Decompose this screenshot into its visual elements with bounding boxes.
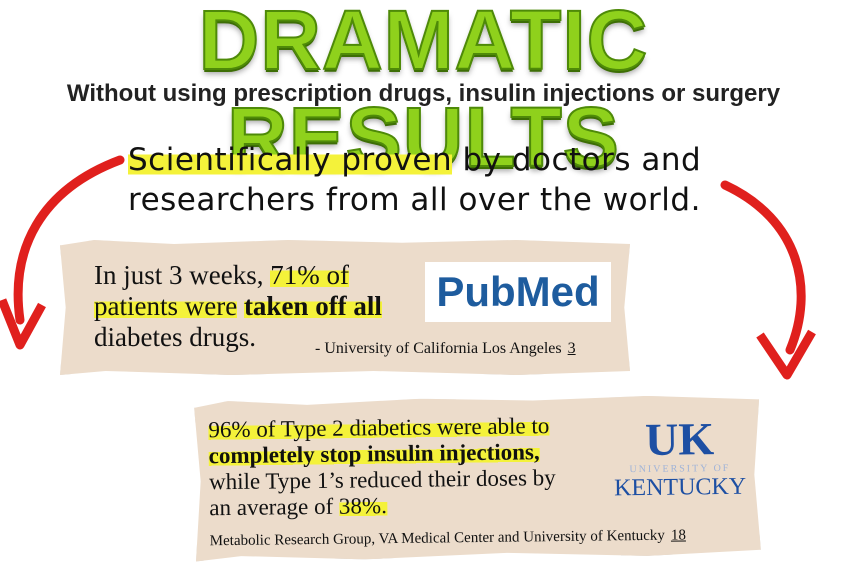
quote-line: taken off all (243, 291, 382, 321)
subtitle: Without using prescription drugs, insuli… (66, 80, 781, 107)
right-arrow-head (756, 329, 816, 380)
quote-line: while Type 1’s reduced their doses by (208, 465, 556, 495)
logo-text: Pub (436, 268, 516, 315)
quote-line: an average of (209, 493, 334, 521)
right-arrow (720, 180, 806, 355)
quote-text: 96% of Type 2 diabetics were able to com… (208, 413, 556, 521)
reference: 3 (567, 340, 576, 357)
citation-text: Metabolic Research Group, VA Medical Cen… (209, 527, 665, 550)
left-arrow-head (0, 298, 46, 350)
tagline-highlight: Scientifically proven (128, 142, 453, 178)
quote-line: 71% of (270, 260, 349, 290)
reference: 18 (670, 527, 686, 544)
pubmed-logo: PubMed (425, 262, 611, 322)
quote-card: In just 3 weeks, 71% of patients were ta… (60, 240, 630, 375)
left-arrow (13, 155, 125, 325)
quote-card: 96% of Type 2 diabetics were able to com… (194, 395, 761, 562)
logo-mark: UK (644, 413, 715, 465)
logo-text: KENTUCKY (613, 473, 747, 502)
kentucky-logo: UK UNIVERSITY OF KENTUCKY (604, 415, 755, 509)
quote-line: 96% of Type 2 diabetics were able to (208, 413, 550, 443)
quote-line: completely stop insulin injections, (208, 439, 540, 469)
quote-text: In just 3 weeks, 71% of patients were ta… (94, 260, 382, 353)
quote-line: In just 3 weeks, (94, 260, 264, 290)
quote-line: patients were (94, 291, 238, 321)
citation-text: - University of California Los Angeles (315, 340, 562, 357)
citation: - University of California Los Angeles 3 (315, 340, 576, 358)
tagline-text: by doctors and researchers from all over… (128, 142, 702, 218)
citation: Metabolic Research Group, VA Medical Cen… (210, 527, 686, 550)
quote-line: 38%. (338, 493, 388, 519)
quote-line: diabetes drugs. (94, 322, 256, 352)
logo-text: Med (515, 268, 600, 315)
tagline: Scientifically proven by doctors and res… (128, 140, 728, 220)
